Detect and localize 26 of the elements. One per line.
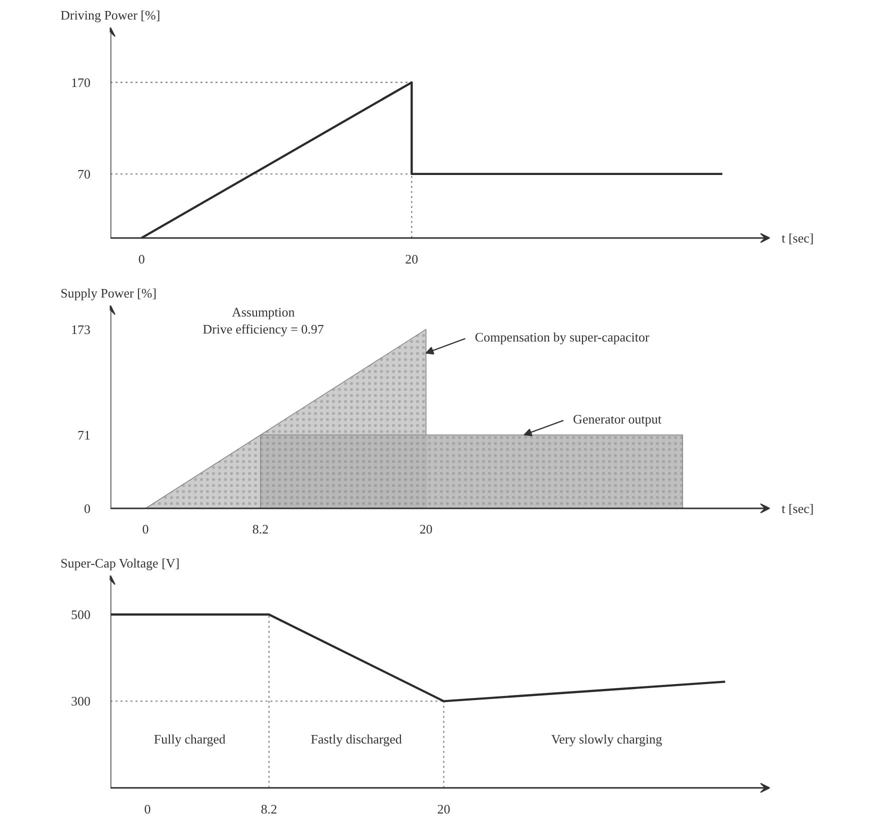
annotation: Generator output bbox=[573, 411, 662, 426]
x-axis-title: t [sec] bbox=[782, 500, 814, 516]
y-tick-label: 500 bbox=[71, 607, 90, 622]
annotation: Fully charged bbox=[154, 732, 226, 747]
x-tick-label: 20 bbox=[405, 252, 418, 266]
x-tick-label: 20 bbox=[420, 522, 433, 536]
annotation: Assumption bbox=[232, 304, 296, 320]
y-axis-title: Driving Power [%] bbox=[60, 8, 160, 22]
x-axis-title: t [sec] bbox=[782, 230, 814, 246]
y-tick-label: 71 bbox=[78, 427, 90, 442]
x-tick-label: 0 bbox=[142, 522, 149, 536]
y-tick-label: 0 bbox=[84, 500, 90, 516]
x-tick-label: 20 bbox=[437, 802, 450, 816]
x-tick-label: 0 bbox=[144, 802, 151, 816]
annotation: Fastly discharged bbox=[310, 732, 402, 747]
y-tick-label: 300 bbox=[71, 694, 90, 709]
y-tick-label: 170 bbox=[71, 74, 90, 90]
y-axis-title: Super-Cap Voltage [V] bbox=[60, 556, 180, 570]
annotation: Drive efficiency = 0.97 bbox=[202, 322, 324, 336]
annotation: Compensation by super-capacitor bbox=[474, 330, 650, 345]
x-tick-label: 8.2 bbox=[260, 802, 278, 816]
annotation: Very slowly charging bbox=[551, 732, 663, 747]
y-tick-label: 70 bbox=[78, 166, 90, 182]
x-tick-label: 8.2 bbox=[252, 522, 269, 536]
y-axis-title: Supply Power [%] bbox=[60, 286, 157, 300]
y-tick-label: 173 bbox=[71, 322, 90, 337]
